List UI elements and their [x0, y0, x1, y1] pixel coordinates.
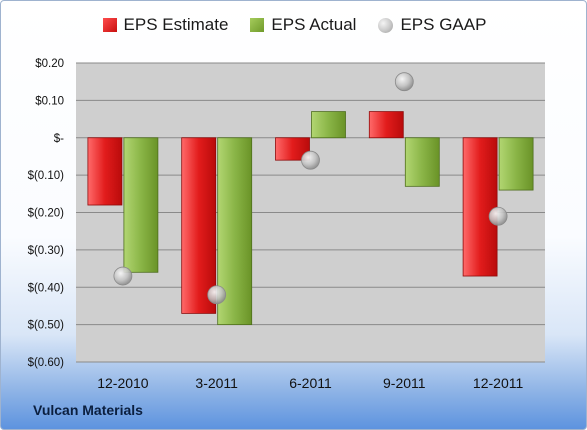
x-tick-label: 3-2011: [195, 375, 238, 391]
x-tick-label: 12-2010: [97, 375, 149, 391]
y-tick-label: $0.10: [35, 95, 64, 107]
marker-eps-gaap: [488, 206, 508, 226]
marker-eps-gaap: [113, 266, 133, 286]
legend-swatch-gaap: [378, 17, 394, 33]
y-tick-label: $(0.20): [28, 208, 65, 220]
y-tick-label: $(0.30): [28, 245, 65, 257]
y-tick-label: $(0.40): [28, 282, 65, 294]
legend-label-actual: EPS Actual: [271, 15, 357, 34]
bar-eps-estimate: [462, 137, 498, 277]
legend-label-estimate: EPS Estimate: [123, 15, 229, 34]
marker-eps-gaap: [301, 150, 320, 170]
bar-series: [87, 111, 534, 326]
y-tick-label: $(0.10): [28, 170, 65, 182]
marker-eps-gaap: [394, 72, 414, 92]
bar-eps-estimate: [368, 111, 404, 139]
y-axis-ticks: $0.20 $0.10 $- $(0.10) $(0.20) $(0.30) $(0.40)…: [28, 58, 65, 369]
y-tick-label: $0.20: [35, 58, 64, 70]
bar-eps-actual: [123, 137, 159, 273]
y-tick-label: $(0.60): [28, 357, 65, 369]
legend: EPS Estimate EPS Actual EPS GAAP: [1, 15, 586, 35]
bar-eps-estimate: [181, 137, 217, 314]
bar-eps-estimate: [275, 137, 310, 161]
x-axis-ticks: 12-2010 3-2011 6-2011 9-2011 12-2011: [97, 375, 523, 391]
legend-swatch-estimate: [102, 18, 117, 32]
legend-label-gaap: EPS GAAP: [400, 15, 487, 34]
legend-item-actual: EPS Actual: [250, 15, 356, 35]
legend-item-estimate: EPS Estimate: [102, 15, 229, 35]
bar-eps-actual: [311, 111, 346, 139]
gaap-markers: [113, 72, 508, 305]
company-name: Vulcan Materials: [33, 402, 143, 418]
legend-swatch-actual: [250, 18, 265, 32]
bar-eps-actual: [498, 137, 534, 191]
x-tick-label: 12-2011: [473, 375, 524, 391]
x-tick-label: 9-2011: [383, 375, 426, 391]
y-tick-label: $(0.50): [28, 320, 65, 332]
bar-eps-estimate: [87, 137, 123, 206]
marker-eps-gaap: [207, 285, 227, 305]
bar-eps-actual: [404, 137, 440, 187]
y-tick-label: $-: [54, 133, 64, 145]
legend-item-gaap: EPS GAAP: [378, 15, 486, 35]
x-tick-label: 6-2011: [289, 375, 332, 391]
